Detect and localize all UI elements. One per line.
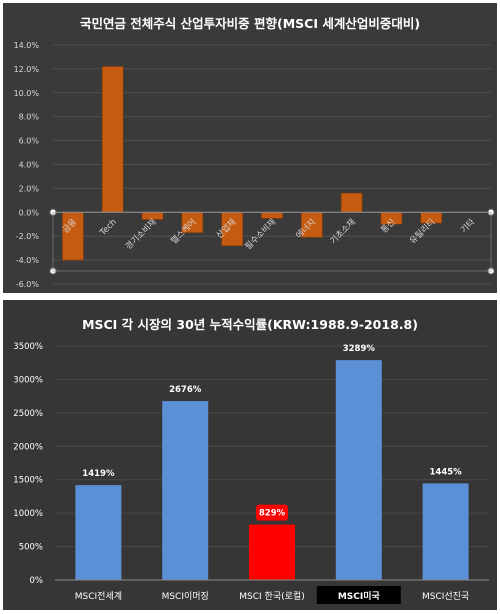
bar (162, 401, 209, 580)
bar (335, 360, 382, 580)
data-label: 1445% (430, 467, 463, 477)
x-tick-label: MSCI이머징 (162, 591, 209, 602)
bar (261, 212, 283, 219)
x-tick-label: MSCI미국 (338, 590, 381, 602)
y-tick-label: 500% (19, 543, 43, 553)
x-tick-label: 기초소재 (329, 217, 358, 246)
msci-returns-chart: 3500% 3000% 2500% 2000% 1500% 1000% 500% 0% 1419… (13, 342, 489, 604)
y-tick-label: -4.0% (16, 256, 40, 265)
y-tick-label: -6.0% (16, 280, 40, 289)
y-tick-label: 4.0% (19, 161, 40, 170)
selection-frame (52, 212, 492, 272)
bar (75, 485, 122, 580)
y-tick-label: 8.0% (19, 113, 40, 122)
y-tick-label: 0.0% (19, 208, 40, 217)
x-tick-label: MSCI 한국(로컬) (239, 591, 304, 602)
data-label: 829% (259, 509, 286, 519)
y-tick-label: 2.0% (19, 184, 40, 193)
x-tick-label: 필수소비재 (243, 217, 278, 252)
data-label: 2676% (169, 385, 202, 395)
x-label-highlight (316, 586, 401, 604)
sector-bias-chart-panel: 국민연금 전체주식 산업투자비중 편향(MSCI 세계산업비중대비) 14.0%… (3, 3, 497, 293)
msci-returns-chart-panel: MSCI 각 시장의 30년 누적수익률(KRW:1988.9-2018.8) … (3, 300, 497, 610)
bar (340, 192, 363, 213)
y-tick-label: 10.0% (14, 89, 40, 98)
y-tick-label: -2.0% (16, 232, 40, 241)
data-label-box (256, 504, 288, 521)
y-tick-label: 0% (30, 576, 44, 586)
x-tick-label: 경기소비재 (123, 217, 158, 252)
y-tick-label: 1500% (13, 476, 43, 486)
y-tick-label: 3000% (13, 375, 43, 385)
bar (249, 524, 295, 580)
chart-title: MSCI 각 시장의 30년 누적수익률(KRW:1988.9-2018.8) (82, 317, 418, 332)
bar (101, 66, 124, 213)
y-tick-label: 2000% (13, 442, 43, 452)
x-tick-label: MSCI선진국 (422, 591, 469, 602)
y-tick-label: 12.0% (14, 65, 40, 74)
chart-title: 국민연금 전체주식 산업투자비중 편향(MSCI 세계산업비중대비) (79, 16, 421, 31)
y-tick-label: 1000% (13, 509, 43, 519)
bar (422, 483, 469, 580)
data-label: 1419% (82, 469, 115, 479)
sector-bias-chart: 14.0% 12.0% 10.0% 8.0% 6.0% 4.0% 2.0% 0.0% -2.0%… (14, 41, 495, 289)
x-tick-label: Tech (98, 217, 119, 238)
y-tick-label: 6.0% (19, 137, 40, 146)
y-tick-label: 14.0% (14, 41, 40, 50)
data-label: 3289% (343, 344, 376, 354)
x-tick-label: MSCI전세계 (75, 590, 122, 602)
x-tick-label: 기타 (459, 217, 477, 235)
y-tick-label: 3500% (13, 342, 43, 352)
y-tick-label: 2500% (13, 409, 43, 419)
